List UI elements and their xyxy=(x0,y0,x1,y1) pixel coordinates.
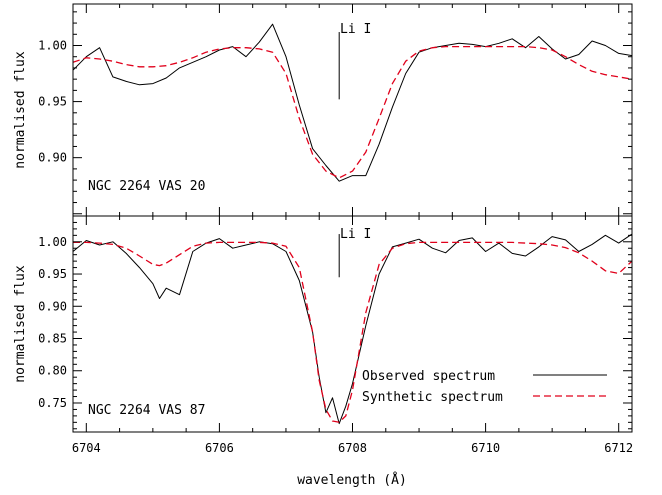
bottom-series-line xyxy=(73,241,633,423)
top-li-marker-label: Li I xyxy=(340,22,371,37)
bottom-ytick-label: 0.85 xyxy=(38,332,67,346)
top-y-axis-title: normalised flux xyxy=(13,51,28,169)
top-series-synthetic xyxy=(72,45,633,179)
bottom-plot-frame xyxy=(72,215,633,433)
legend-label-synthetic: Synthetic spectrum xyxy=(362,390,503,405)
legend: Observed spectrum Synthetic spectrum xyxy=(362,369,607,405)
bottom-xtick-label: 6706 xyxy=(205,441,234,455)
bottom-ticks xyxy=(73,215,632,432)
top-ytick-label: 1.00 xyxy=(38,39,67,53)
legend-label-observed: Observed spectrum xyxy=(362,369,495,384)
bottom-xtick-label: 6704 xyxy=(72,441,101,455)
top-series-line xyxy=(72,23,633,182)
bottom-ytick-label: 0.75 xyxy=(38,396,67,410)
bottom-ytick-label: 0.95 xyxy=(38,267,67,281)
top-ytick-label: 0.90 xyxy=(38,151,67,165)
bottom-xtick-labels: 6704 6706 6708 6710 6712 xyxy=(72,441,633,455)
bottom-ytick-labels: 0.75 0.80 0.85 0.90 0.95 1.00 xyxy=(38,235,67,410)
bottom-series-synthetic xyxy=(73,241,633,423)
bottom-ytick-label: 1.00 xyxy=(38,235,67,249)
top-star-label: NGC 2264 VAS 20 xyxy=(88,179,205,194)
bottom-panel: 0.75 0.80 0.85 0.90 0.95 1.00 6704 6706 6708 671… xyxy=(13,215,633,488)
bottom-ytick-label: 0.90 xyxy=(38,299,67,313)
bottom-xtick-label: 6710 xyxy=(471,441,500,455)
top-ytick-label: 0.95 xyxy=(38,95,67,109)
bottom-xtick-label: 6708 xyxy=(338,441,367,455)
bottom-y-axis-title: normalised flux xyxy=(13,265,28,383)
top-panel: 0.90 0.95 1.00 Li I NGC 2264 VAS 20 normal… xyxy=(13,3,633,217)
bottom-li-marker-label: Li I xyxy=(340,227,371,242)
top-ticks xyxy=(73,4,632,216)
top-ytick-labels: 0.90 0.95 1.00 xyxy=(38,39,67,165)
bottom-star-label: NGC 2264 VAS 87 xyxy=(88,403,205,418)
bottom-ytick-label: 0.80 xyxy=(38,364,67,378)
x-axis-title: wavelength (Å) xyxy=(297,472,407,488)
bottom-series-line xyxy=(72,233,633,425)
bottom-series-observed xyxy=(72,233,633,425)
bottom-xtick-label: 6712 xyxy=(604,441,633,455)
top-series-observed xyxy=(72,23,633,182)
top-series-line xyxy=(72,45,633,179)
